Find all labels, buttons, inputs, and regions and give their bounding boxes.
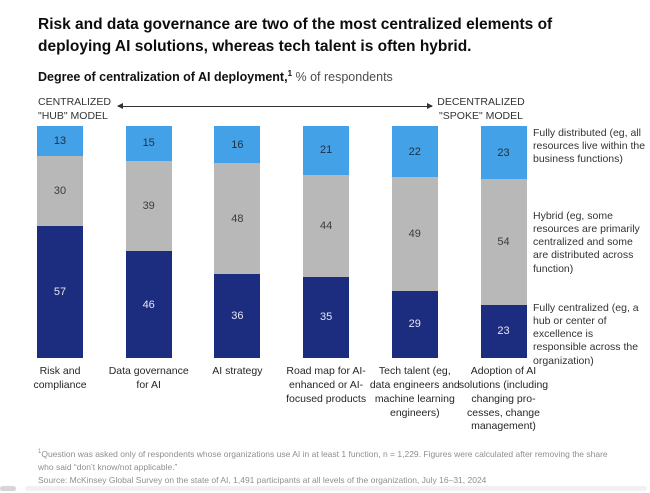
double-headed-arrow	[117, 103, 433, 109]
legend-item-fully-distributed: Fully distributed (eg, all resources liv…	[533, 127, 646, 166]
bar-segment-centralized: 46	[125, 251, 172, 358]
bar-segment-distributed: 21	[303, 126, 350, 175]
segment-value: 23	[497, 325, 510, 338]
segment-value: 44	[319, 219, 333, 232]
bar-segment-centralized: 23	[480, 304, 527, 358]
bar-segment-hybrid: 48	[214, 163, 261, 275]
segment-value: 36	[231, 310, 244, 323]
footnotes: 1Question was asked only of respondents …	[38, 448, 622, 486]
segment-value: 48	[231, 212, 244, 225]
bar-segment-distributed: 13	[37, 126, 83, 157]
bar-segment-hybrid: 39	[125, 160, 172, 252]
stacked-bar-1: 13 30 57	[37, 126, 83, 358]
category-label: AI strategy	[212, 365, 263, 377]
legend-item-hybrid: Hybrid (eg, some resources are primarily…	[533, 210, 640, 275]
chart-legend: Fully distributed (eg, all resources liv…	[533, 126, 647, 386]
stacked-bar-3: 16 48 36	[214, 126, 261, 358]
subtitle-footnote-marker: 1	[287, 68, 293, 78]
footnote-source: Source: McKinsey Global Survey on the st…	[38, 474, 487, 485]
bar-segment-hybrid: 49	[391, 177, 438, 291]
segment-value: 29	[408, 318, 421, 331]
axis-label-decentralized-line2: "SPOKE" MODEL	[439, 109, 523, 122]
segment-value: 57	[53, 285, 67, 298]
bar-segment-hybrid: 54	[480, 179, 527, 305]
segment-value: 13	[53, 135, 67, 148]
stacked-bar-6: 23 54 23	[480, 126, 527, 358]
bar-segment-hybrid: 30	[37, 156, 83, 226]
axis-label-centralized: CENTRALIZED "HUB" MODEL	[38, 96, 111, 123]
segment-value: 21	[319, 144, 333, 157]
stacked-bar-chart: 13 30 57 Risk and compliance 15 39 46 Data gove…	[0, 126, 650, 432]
segment-value: 35	[319, 311, 333, 324]
centralization-axis-header: CENTRALIZED "HUB" MODEL DECENTRALIZED "S…	[0, 96, 650, 122]
bar-segment-distributed: 23	[480, 126, 527, 180]
segment-value: 15	[142, 137, 155, 150]
subtitle-bold: Degree of centralization of AI deploymen…	[38, 70, 288, 84]
bar-segment-hybrid: 44	[303, 174, 350, 277]
footnote-note: 1Question was asked only of respondents …	[38, 449, 608, 472]
segment-value: 49	[408, 227, 421, 240]
segment-value: 22	[408, 145, 421, 158]
segment-value: 54	[497, 235, 510, 248]
segment-value: 46	[142, 298, 155, 311]
footnote-marker: 1	[38, 449, 42, 456]
bar-segment-distributed: 16	[214, 126, 261, 164]
stacked-bar-2: 15 39 46	[125, 126, 172, 358]
category-label: Tech talent (eg, data engineers and mach…	[369, 365, 460, 419]
segment-value: 16	[231, 138, 244, 151]
arrow-right-head-icon	[427, 103, 433, 109]
segment-value: 30	[53, 184, 67, 197]
bar-segment-distributed: 22	[391, 126, 438, 178]
bar-segment-centralized: 35	[303, 276, 350, 358]
figure-subtitle: Degree of centralization of AI deploymen…	[38, 68, 393, 84]
horizontal-scrollbar-track	[25, 486, 647, 491]
bar-segment-centralized: 36	[214, 274, 261, 358]
category-label: Adoption of AI solutions (including chan…	[458, 365, 549, 433]
bar-segment-centralized: 57	[37, 225, 83, 358]
stacked-bar-5: 22 49 29	[391, 126, 438, 358]
bar-segment-centralized: 29	[391, 290, 438, 358]
stacked-bar-4: 21 44 35	[303, 126, 350, 358]
horizontal-scrollbar-thumb[interactable]	[0, 486, 16, 491]
axis-label-decentralized-line1: DECENTRALIZED	[437, 96, 525, 108]
bar-segment-distributed: 15	[125, 126, 172, 161]
axis-label-decentralized: DECENTRALIZED "SPOKE" MODEL	[432, 96, 530, 123]
figure-title: Risk and data governance are two of the …	[38, 16, 553, 56]
category-label: Road map for AI-enhanced or AI-focused p…	[286, 365, 367, 405]
category-label: Data governance for AI	[108, 365, 189, 391]
axis-label-centralized-line1: CENTRALIZED	[38, 96, 111, 108]
subtitle-unit: % of respondents	[292, 70, 393, 84]
segment-value: 23	[497, 146, 510, 159]
axis-label-centralized-line2: "HUB" MODEL	[38, 109, 108, 122]
category-label: Risk and compliance	[33, 365, 87, 391]
legend-item-fully-centralized: Fully centralized (eg, a hub or center o…	[533, 302, 639, 367]
arrow-left-head-icon	[117, 103, 123, 109]
segment-value: 39	[142, 200, 155, 213]
